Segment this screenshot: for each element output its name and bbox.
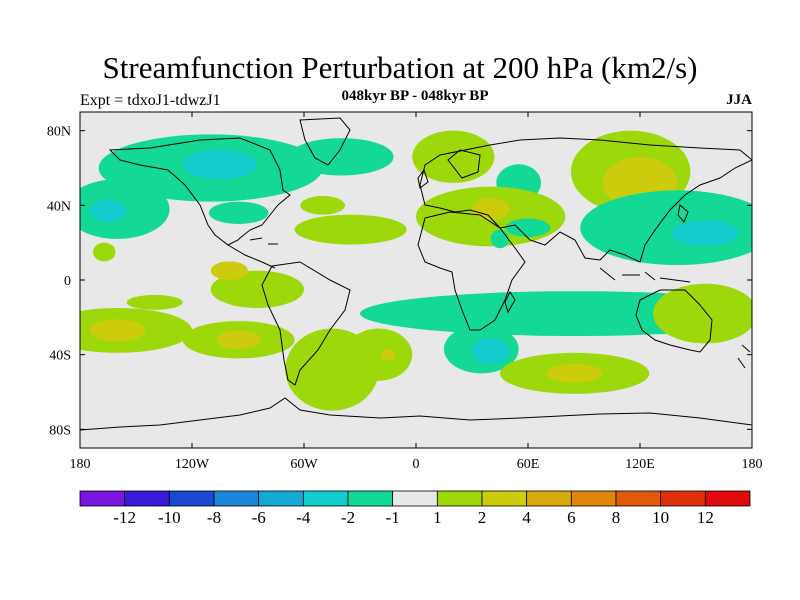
colorbar-swatch xyxy=(124,490,170,507)
anomaly-region xyxy=(216,330,262,350)
coastline-eurasia xyxy=(419,137,752,263)
anomaly-region xyxy=(580,190,752,266)
colorbar-swatch xyxy=(570,490,617,507)
colorbar-label: 1 xyxy=(433,508,442,527)
coastline-antarctica xyxy=(80,397,752,431)
coastline-japan xyxy=(677,204,689,223)
colorbar-swatch xyxy=(660,490,706,507)
colorbar-swatch xyxy=(213,490,260,507)
x-tick-label: 0 xyxy=(413,457,420,472)
coastline-scandinavia xyxy=(447,149,481,179)
colorbar-label: 10 xyxy=(652,508,669,527)
colorbar-label: -8 xyxy=(207,508,221,527)
colorbar-label: 4 xyxy=(522,508,531,527)
x-tick-label: 180 xyxy=(70,457,91,472)
x-axis: 180 120W 60W 0 60E 120E 180 xyxy=(70,112,763,472)
anomaly-region xyxy=(412,130,495,183)
y-tick-label: 80S xyxy=(49,423,71,438)
chart-subtitle: 048kyr BP - 048kyr BP xyxy=(341,88,489,104)
colorbar-swatch xyxy=(168,490,215,507)
colorbar-label: 6 xyxy=(567,508,576,527)
x-tick-label: 180 xyxy=(742,457,763,472)
colorbar-label: 12 xyxy=(697,508,714,527)
y-tick-label: 40N xyxy=(47,199,71,214)
anomaly-region xyxy=(89,319,146,342)
anomaly-layer xyxy=(80,130,752,411)
y-axis: 80N 40N 0 40S 80S xyxy=(47,125,752,438)
colorbar-label: 8 xyxy=(612,508,621,527)
anomaly-region xyxy=(208,201,269,224)
colorbar-label: -2 xyxy=(341,508,355,527)
coastline-madagascar xyxy=(504,290,516,314)
colorbar-swatch xyxy=(526,490,572,507)
colorbar-label: -6 xyxy=(252,508,266,527)
x-tick-label: 120W xyxy=(175,457,210,472)
anomaly-region xyxy=(128,160,144,176)
experiment-label: Expt = tdxoJ1-tdwzJ1 xyxy=(80,92,221,109)
anomaly-region xyxy=(490,229,510,249)
colorbar-swatch xyxy=(258,490,304,507)
colorbar-swatch xyxy=(79,490,126,507)
anomaly-region xyxy=(289,138,394,176)
coastline-south-america xyxy=(261,261,351,386)
colorbar-swatch xyxy=(436,490,483,507)
anomaly-region xyxy=(300,196,346,215)
colorbar-label: -10 xyxy=(158,508,181,527)
anomaly-region xyxy=(380,349,396,361)
coastline-greenland xyxy=(299,117,351,166)
anomaly-region xyxy=(182,149,258,180)
colorbar-swatch xyxy=(615,490,662,507)
colorbar-swatch xyxy=(481,490,528,507)
colorbar: -12 -10 -8 -6 -4 -2 -1 1 2 4 6 8 10 12 xyxy=(79,490,751,527)
anomaly-region xyxy=(210,270,304,309)
coastline-new-zealand xyxy=(737,344,751,369)
anomaly-region xyxy=(345,328,413,381)
y-tick-label: 0 xyxy=(64,274,71,289)
colorbar-label: 2 xyxy=(478,508,487,527)
coastline-indonesia xyxy=(599,267,691,283)
colorbar-label: -12 xyxy=(113,508,136,527)
coastline-africa xyxy=(417,211,526,331)
x-tick-label: 60W xyxy=(290,457,318,472)
anomaly-region xyxy=(93,242,116,262)
anomaly-region xyxy=(360,291,752,336)
anomaly-region xyxy=(294,214,407,245)
anomaly-region xyxy=(472,197,510,221)
coastline-caribbean xyxy=(249,237,278,245)
anomaly-region xyxy=(89,199,127,223)
coastline-north-america xyxy=(108,137,291,246)
chart-title: Streamfunction Perturbation at 200 hPa (… xyxy=(102,50,698,85)
colorbar-label: -1 xyxy=(386,508,400,527)
y-tick-label: 40S xyxy=(49,349,71,364)
anomaly-region xyxy=(505,218,551,238)
x-tick-label: 120E xyxy=(625,457,655,472)
anomaly-region xyxy=(126,294,183,310)
x-tick-label: 60E xyxy=(517,457,540,472)
colorbar-swatch xyxy=(302,490,349,507)
colorbar-swatch xyxy=(704,490,751,507)
y-tick-label: 80N xyxy=(47,125,71,140)
coastline-layer xyxy=(80,117,752,431)
colorbar-label: -4 xyxy=(296,508,311,527)
season-label: JJA xyxy=(726,92,752,108)
anomaly-region xyxy=(671,220,739,247)
coastline-central-america xyxy=(227,244,276,269)
colorbar-swatch xyxy=(392,490,438,507)
colorbar-swatch xyxy=(347,490,394,507)
anomaly-region xyxy=(546,364,603,383)
coastline-uk xyxy=(417,168,429,189)
anomaly-region xyxy=(653,283,752,344)
anomaly-region xyxy=(472,337,510,364)
anomaly-region xyxy=(210,261,248,280)
coastline-australia xyxy=(635,289,713,353)
